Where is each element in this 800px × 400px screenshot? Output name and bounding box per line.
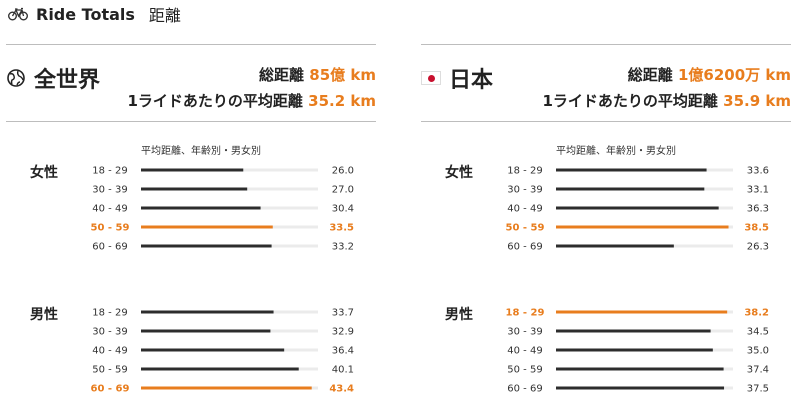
age-label: 50 - 59 xyxy=(507,365,542,376)
value-label: 33.5 xyxy=(329,223,354,234)
age-label: 60 - 69 xyxy=(507,384,542,395)
group-label-female: 女性 xyxy=(445,165,473,181)
age-label: 30 - 39 xyxy=(92,327,127,338)
panel-japan: 日本 総距離 1億6200万 km 1ライドあたりの平均距離 35.9 km 平… xyxy=(421,44,791,400)
value-label: 43.4 xyxy=(329,384,354,395)
age-label: 40 - 49 xyxy=(92,204,127,215)
bar xyxy=(556,244,674,248)
globe-icon xyxy=(7,69,25,87)
age-label: 18 - 29 xyxy=(507,166,542,177)
divider xyxy=(6,44,376,45)
value-label: 27.0 xyxy=(332,185,354,196)
age-label: 18 - 29 xyxy=(92,308,127,319)
bar xyxy=(141,348,285,352)
region-heading: 日本 xyxy=(421,62,493,94)
average-distance-value: 35.9 km xyxy=(723,92,791,110)
region-heading: 全世界 xyxy=(6,62,100,94)
bar-chart-global: 18 - 29 26.0 30 - 39 27.0 40 - 49 30.4 50 - 59… xyxy=(91,166,355,395)
average-distance-value: 35.2 km xyxy=(308,92,376,110)
total-distance-value: 1億6200万 km xyxy=(677,66,791,84)
age-label: 50 - 59 xyxy=(92,365,127,376)
value-label: 38.5 xyxy=(744,223,769,234)
value-label: 38.2 xyxy=(744,308,769,319)
bar xyxy=(141,367,299,371)
average-distance: 1ライドあたりの平均距離 35.9 km xyxy=(542,90,791,111)
bar-chart-japan: 18 - 29 33.6 30 - 39 33.1 40 - 49 36.3 50 - 59… xyxy=(506,166,770,395)
age-label: 60 - 69 xyxy=(91,384,130,395)
value-label: 33.7 xyxy=(332,308,354,319)
group-label-male: 男性 xyxy=(30,307,58,323)
bar xyxy=(556,310,728,314)
page-header: Ride Totals 距離 xyxy=(8,2,181,26)
bar xyxy=(556,225,729,229)
value-label: 33.2 xyxy=(332,242,354,253)
bar xyxy=(556,386,725,390)
value-label: 26.3 xyxy=(747,242,769,253)
average-distance: 1ライドあたりの平均距離 35.2 km xyxy=(127,90,376,111)
total-distance: 総距離 85億 km xyxy=(259,64,376,85)
value-label: 33.6 xyxy=(747,166,769,177)
average-distance-label: 1ライドあたりの平均距離 xyxy=(127,92,303,110)
bar xyxy=(141,329,271,333)
age-label: 18 - 29 xyxy=(506,308,545,319)
bar xyxy=(556,187,705,191)
bar xyxy=(141,168,244,172)
bicycle-icon xyxy=(8,7,28,21)
value-label: 26.0 xyxy=(332,166,354,177)
bar xyxy=(141,206,261,210)
bar xyxy=(141,310,274,314)
age-label: 40 - 49 xyxy=(507,204,542,215)
region-name: 日本 xyxy=(449,68,494,93)
age-label: 40 - 49 xyxy=(92,346,127,357)
age-label: 60 - 69 xyxy=(507,242,542,253)
age-label: 30 - 39 xyxy=(507,327,542,338)
total-distance: 総距離 1億6200万 km xyxy=(628,64,791,85)
header-title: Ride Totals xyxy=(36,4,135,24)
divider xyxy=(6,121,376,122)
bar xyxy=(141,225,273,229)
bar xyxy=(556,206,719,210)
japan-flag-icon xyxy=(421,71,441,85)
age-label: 30 - 39 xyxy=(92,185,127,196)
value-label: 32.9 xyxy=(332,327,354,338)
bar xyxy=(556,168,707,172)
age-label: 50 - 59 xyxy=(506,223,545,234)
bar xyxy=(141,187,248,191)
divider xyxy=(421,121,791,122)
bar xyxy=(556,329,711,333)
bar xyxy=(141,244,272,248)
age-label: 18 - 29 xyxy=(92,166,127,177)
chart-title: 平均距離、年齢別・男女別 xyxy=(141,146,261,157)
age-label: 30 - 39 xyxy=(507,185,542,196)
age-label: 50 - 59 xyxy=(91,223,130,234)
header-subtitle: 距離 xyxy=(148,6,181,25)
value-label: 37.5 xyxy=(747,384,769,395)
value-label: 37.4 xyxy=(747,365,769,376)
value-label: 40.1 xyxy=(332,365,354,376)
value-label: 34.5 xyxy=(747,327,769,338)
total-distance-label: 総距離 xyxy=(627,66,673,84)
average-distance-label: 1ライドあたりの平均距離 xyxy=(542,92,718,110)
age-label: 60 - 69 xyxy=(92,242,127,253)
panel-global: 全世界 総距離 85億 km 1ライドあたりの平均距離 35.2 km 平均距離… xyxy=(6,44,376,400)
value-label: 36.4 xyxy=(332,346,354,357)
value-label: 33.1 xyxy=(747,185,769,196)
age-label: 40 - 49 xyxy=(507,346,542,357)
group-label-male: 男性 xyxy=(445,307,473,323)
total-distance-value: 85億 km xyxy=(309,66,376,84)
value-label: 35.0 xyxy=(747,346,769,357)
bar xyxy=(141,386,312,390)
divider xyxy=(421,44,791,45)
group-label-female: 女性 xyxy=(30,165,58,181)
bar xyxy=(556,348,713,352)
bar xyxy=(556,367,724,371)
total-distance-label: 総距離 xyxy=(259,66,305,84)
chart-title: 平均距離、年齢別・男女別 xyxy=(556,146,676,157)
value-label: 36.3 xyxy=(747,204,769,215)
value-label: 30.4 xyxy=(332,204,354,215)
region-name: 全世界 xyxy=(34,68,101,93)
